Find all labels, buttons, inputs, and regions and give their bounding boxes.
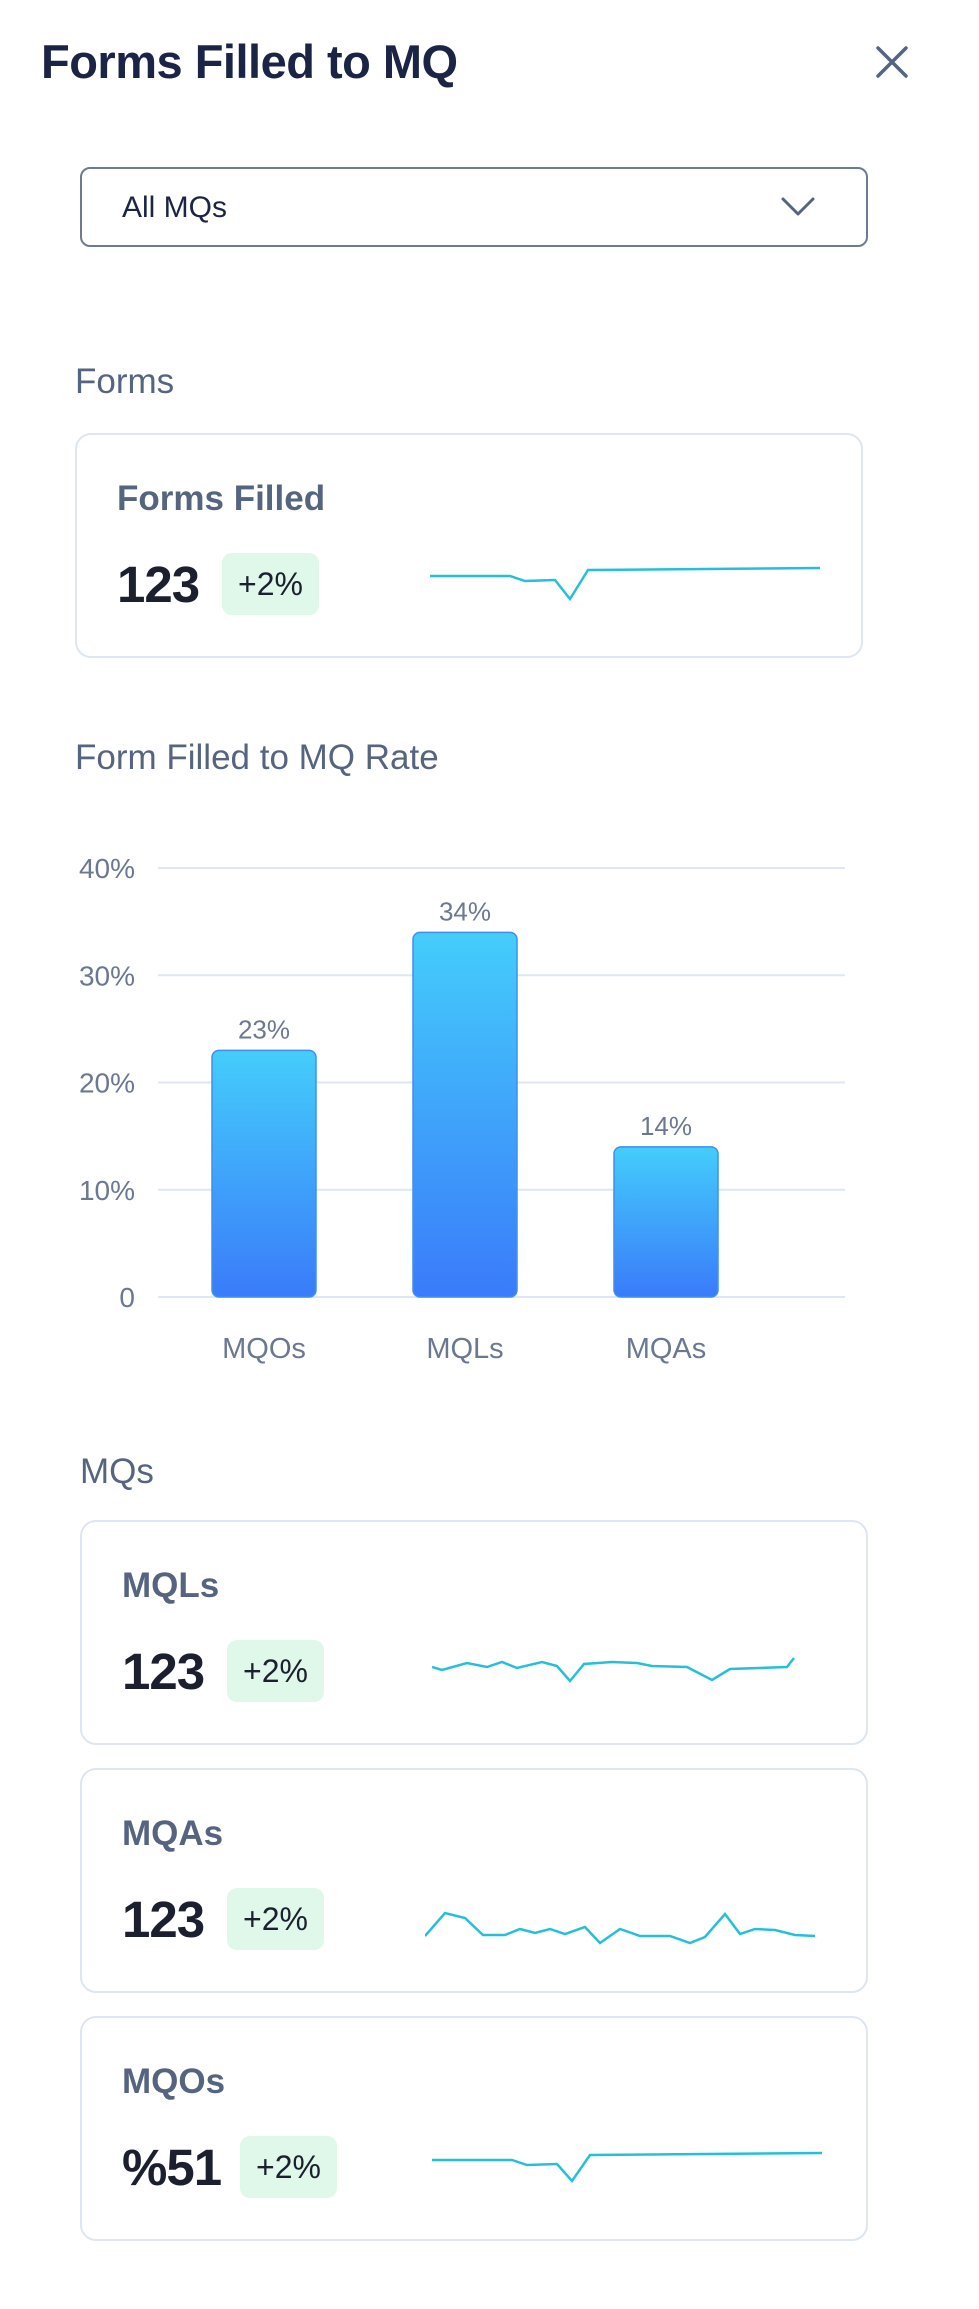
rate-section-label: Form Filled to MQ Rate bbox=[75, 738, 439, 777]
forms-filled-card: Forms Filled 123 +2% bbox=[75, 433, 863, 658]
y-tick-label: 20% bbox=[79, 1068, 135, 1099]
sparkline bbox=[432, 1657, 795, 1683]
bar-mqls[interactable] bbox=[412, 931, 518, 1298]
card-title: MQLs bbox=[122, 1566, 220, 1605]
change-badge: +2% bbox=[227, 1640, 324, 1702]
close-button[interactable] bbox=[872, 42, 912, 82]
mq-filter-dropdown[interactable]: All MQs bbox=[80, 167, 868, 247]
bar-mqas[interactable] bbox=[613, 1146, 719, 1298]
sparkline bbox=[425, 1911, 815, 1945]
forms-section-label: Forms bbox=[75, 362, 175, 401]
mqls-card: MQLs 123 +2% bbox=[80, 1520, 868, 1745]
card-title: MQAs bbox=[122, 1814, 224, 1853]
sparkline bbox=[430, 566, 820, 602]
card-value: 123 bbox=[122, 1891, 205, 1948]
x-tick-label: MQLs bbox=[426, 1333, 503, 1365]
sparkline bbox=[432, 2151, 822, 2184]
mqas-card: MQAs 123 +2% bbox=[80, 1768, 868, 1993]
chevron-down-icon bbox=[781, 197, 815, 216]
change-badge: +2% bbox=[240, 2136, 337, 2198]
mq-rate-bar-chart: 0 10% 20% 30% 40% 23% MQOs 34% MQLs 14% MQAs bbox=[60, 830, 860, 1390]
card-value: 123 bbox=[117, 556, 200, 613]
bar-data-label: 23% bbox=[238, 1014, 290, 1044]
y-tick-label: 30% bbox=[79, 960, 135, 991]
card-value: 123 bbox=[122, 1643, 205, 1700]
bar-mqos[interactable] bbox=[211, 1049, 317, 1298]
card-title: MQOs bbox=[122, 2062, 226, 2101]
mq-filter-value: All MQs bbox=[122, 191, 227, 224]
y-tick-label: 0 bbox=[119, 1282, 135, 1313]
change-badge: +2% bbox=[222, 553, 319, 615]
mqs-section-label: MQs bbox=[80, 1452, 154, 1491]
x-tick-label: MQOs bbox=[222, 1333, 306, 1365]
x-tick-label: MQAs bbox=[626, 1333, 707, 1365]
bar-data-label: 14% bbox=[640, 1111, 692, 1141]
panel-title: Forms Filled to MQ bbox=[41, 35, 458, 88]
bar-data-label: 34% bbox=[439, 896, 491, 926]
close-icon bbox=[876, 46, 908, 78]
change-badge: +2% bbox=[227, 1888, 324, 1950]
y-tick-label: 40% bbox=[79, 853, 135, 884]
card-title: Forms Filled bbox=[117, 479, 326, 518]
mqos-card: MQOs %51 +2% bbox=[80, 2016, 868, 2241]
y-tick-label: 10% bbox=[79, 1175, 135, 1206]
card-value: %51 bbox=[122, 2139, 222, 2196]
